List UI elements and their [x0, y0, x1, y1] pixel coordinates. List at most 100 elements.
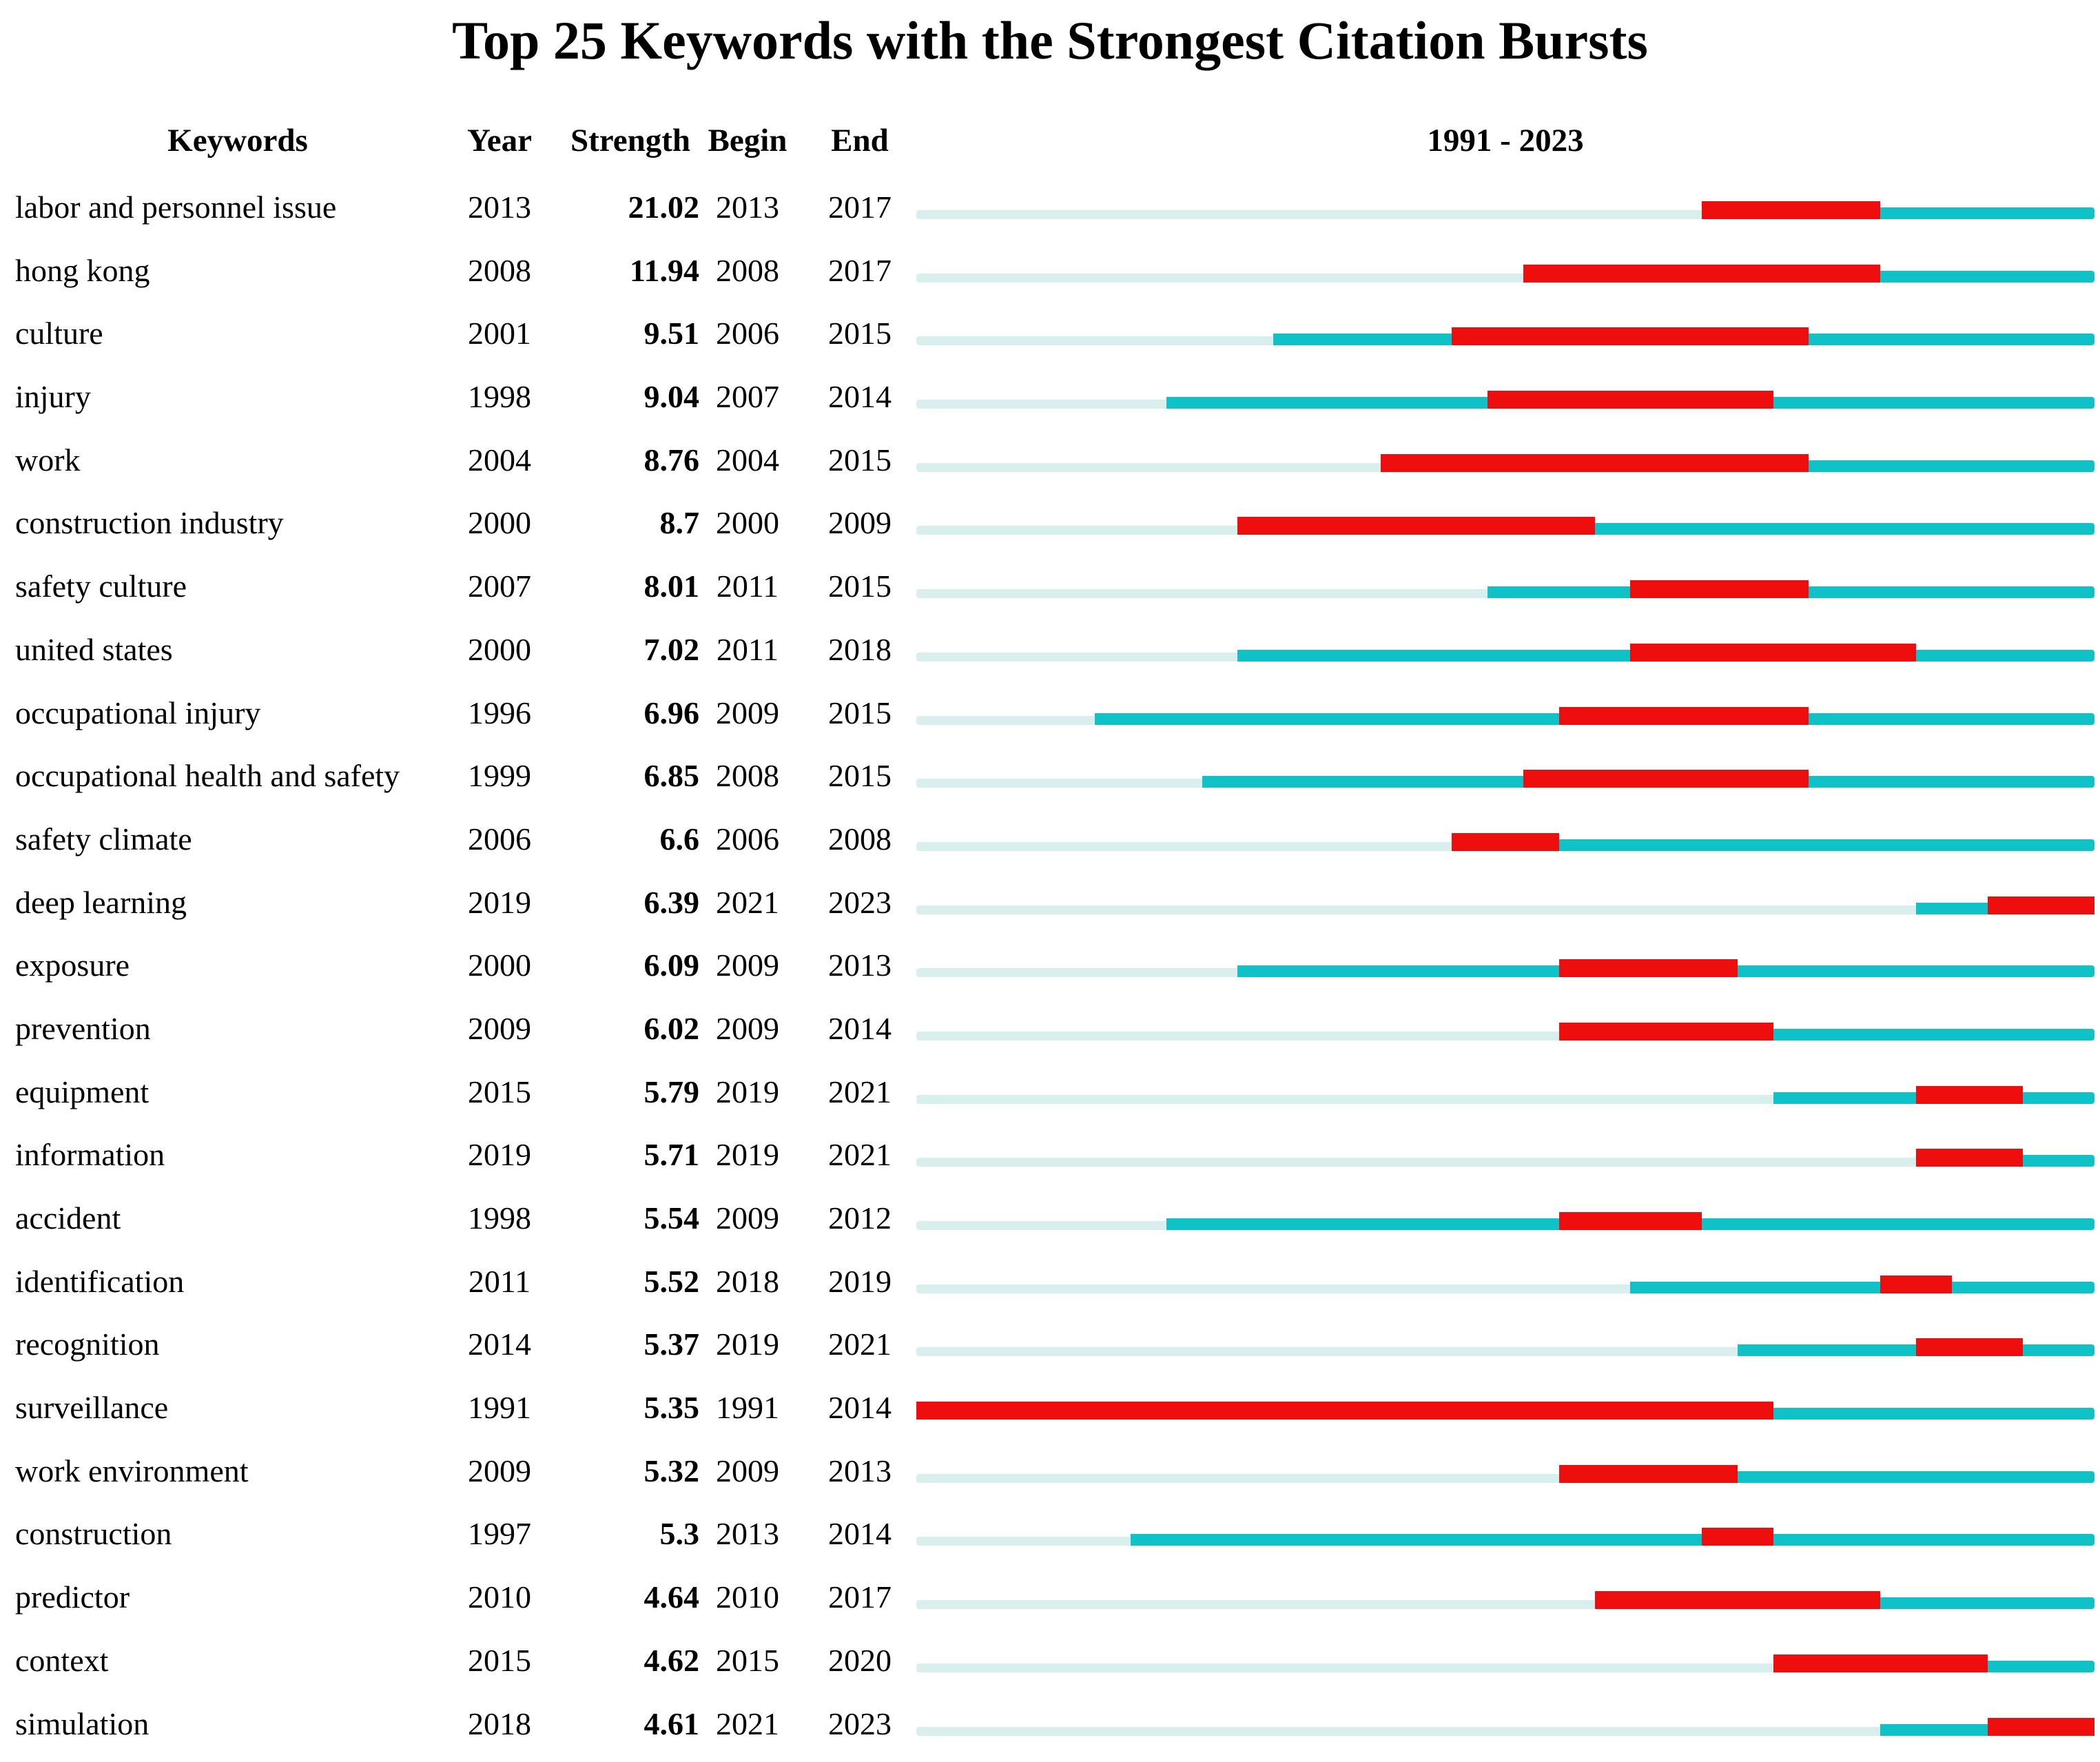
- burst-timeline-bar: [916, 1275, 2094, 1293]
- active-segment: [1095, 713, 1559, 725]
- keyword-label: culture: [15, 316, 103, 351]
- table-row: culture 2001 9.51 2006 2015: [0, 302, 2100, 365]
- begin-value: 2000: [716, 505, 779, 541]
- year-value: 2000: [468, 505, 531, 541]
- year-value: 2015: [468, 1642, 531, 1678]
- strength-value: 6.39: [644, 884, 700, 920]
- end-value: 2017: [828, 189, 892, 225]
- active-tail-segment: [1809, 713, 2094, 725]
- begin-value: 2019: [716, 1326, 779, 1362]
- strength-value: 5.37: [644, 1326, 700, 1362]
- active-tail-segment: [1558, 839, 2094, 851]
- end-value: 2019: [828, 1263, 892, 1299]
- pre-appearance-segment: [916, 336, 1274, 346]
- column-header-row: Keywords Year Strength Begin End 1991 - …: [0, 109, 2100, 172]
- begin-value: 2018: [716, 1263, 779, 1299]
- table-row: safety culture 2007 8.01 2011 2015: [0, 555, 2100, 618]
- burst-table-rows: labor and personnel issue 2013 21.02 2013 20…: [0, 176, 2100, 1755]
- strength-value: 4.64: [644, 1579, 700, 1615]
- strength-value: 6.02: [644, 1010, 700, 1046]
- table-row: predictor 2010 4.64 2010 2017: [0, 1566, 2100, 1629]
- burst-segment: [1987, 1717, 2094, 1736]
- table-row: information 2019 5.71 2019 2021: [0, 1123, 2100, 1187]
- active-tail-segment: [1701, 1218, 2094, 1230]
- end-value: 2018: [828, 631, 892, 667]
- active-segment: [1273, 334, 1452, 346]
- active-tail-segment: [1880, 207, 2094, 219]
- end-value: 2021: [828, 1074, 892, 1109]
- burst-timeline-bar: [916, 770, 2094, 788]
- begin-value: 2007: [716, 379, 779, 415]
- burst-timeline-bar: [916, 1717, 2094, 1736]
- year-value: 1997: [468, 1516, 531, 1552]
- begin-value: 2006: [716, 316, 779, 351]
- table-row: identification 2011 5.52 2018 2019: [0, 1250, 2100, 1313]
- begin-value: 2008: [716, 252, 779, 288]
- end-value: 2015: [828, 568, 892, 604]
- begin-value: 2009: [716, 695, 779, 730]
- burst-segment: [1773, 1654, 1988, 1672]
- year-value: 2015: [468, 1074, 531, 1109]
- burst-segment: [1237, 517, 1595, 535]
- burst-segment: [1452, 327, 1809, 346]
- active-segment: [1202, 776, 1523, 788]
- pre-appearance-segment: [916, 715, 1095, 725]
- pre-appearance-segment: [916, 210, 1702, 219]
- burst-segment: [1701, 1528, 1773, 1546]
- active-tail-segment: [1809, 776, 2094, 788]
- burst-segment: [1558, 706, 1809, 725]
- begin-value: 2004: [716, 442, 779, 478]
- table-row: work environment 2009 5.32 2009 2013: [0, 1440, 2100, 1503]
- end-value: 2023: [828, 1705, 892, 1741]
- burst-segment: [1558, 1022, 1773, 1041]
- year-value: 2018: [468, 1705, 531, 1741]
- burst-segment: [1558, 1212, 1702, 1230]
- year-value: 2009: [468, 1453, 531, 1488]
- table-row: recognition 2014 5.37 2019 2021: [0, 1313, 2100, 1376]
- keyword-label: prevention: [15, 1010, 151, 1046]
- year-value: 1996: [468, 695, 531, 730]
- begin-value: 2013: [716, 1516, 779, 1552]
- table-row: united states 2000 7.02 2011 2018: [0, 618, 2100, 682]
- burst-timeline-bar: [916, 1528, 2094, 1546]
- begin-value: 2015: [716, 1642, 779, 1678]
- keyword-label: hong kong: [15, 252, 150, 288]
- table-row: surveillance 1991 5.35 1991 2014: [0, 1376, 2100, 1440]
- active-tail-segment: [1987, 1660, 2094, 1672]
- pre-appearance-segment: [916, 1537, 1131, 1546]
- keyword-label: construction industry: [15, 505, 284, 541]
- table-row: occupational injury 1996 6.96 2009 2015: [0, 682, 2100, 745]
- strength-value: 6.85: [644, 758, 700, 794]
- burst-timeline-bar: [916, 264, 2094, 283]
- table-row: safety climate 2006 6.6 2006 2008: [0, 808, 2100, 871]
- pre-appearance-segment: [916, 779, 1202, 788]
- strength-value: 6.96: [644, 695, 700, 730]
- pre-appearance-segment: [916, 652, 1238, 662]
- active-tail-segment: [1880, 270, 2094, 283]
- year-value: 2001: [468, 316, 531, 351]
- strength-value: 7.02: [644, 631, 700, 667]
- table-row: exposure 2000 6.09 2009 2013: [0, 934, 2100, 997]
- strength-value: 5.35: [644, 1390, 700, 1426]
- year-value: 2011: [468, 1263, 531, 1299]
- pre-appearance-segment: [916, 1473, 1559, 1483]
- burst-timeline-bar: [916, 706, 2094, 725]
- burst-timeline-bar: [916, 1464, 2094, 1483]
- burst-timeline-bar: [916, 517, 2094, 535]
- active-segment: [1488, 586, 1631, 599]
- active-tail-segment: [1809, 586, 2094, 599]
- begin-value: 2010: [716, 1579, 779, 1615]
- burst-timeline-bar: [916, 453, 2094, 472]
- active-tail-segment: [1809, 460, 2094, 472]
- strength-value: 21.02: [628, 189, 700, 225]
- keyword-label: exposure: [15, 947, 130, 983]
- end-value: 2015: [828, 442, 892, 478]
- strength-value: 8.7: [659, 505, 700, 541]
- year-value: 2007: [468, 568, 531, 604]
- end-value: 2012: [828, 1200, 892, 1236]
- pre-appearance-segment: [916, 589, 1488, 599]
- year-value: 1998: [468, 1200, 531, 1236]
- chart-title: Top 25 Keywords with the Strongest Citat…: [452, 10, 1648, 70]
- burst-segment: [1880, 1275, 1952, 1293]
- end-value: 2021: [828, 1326, 892, 1362]
